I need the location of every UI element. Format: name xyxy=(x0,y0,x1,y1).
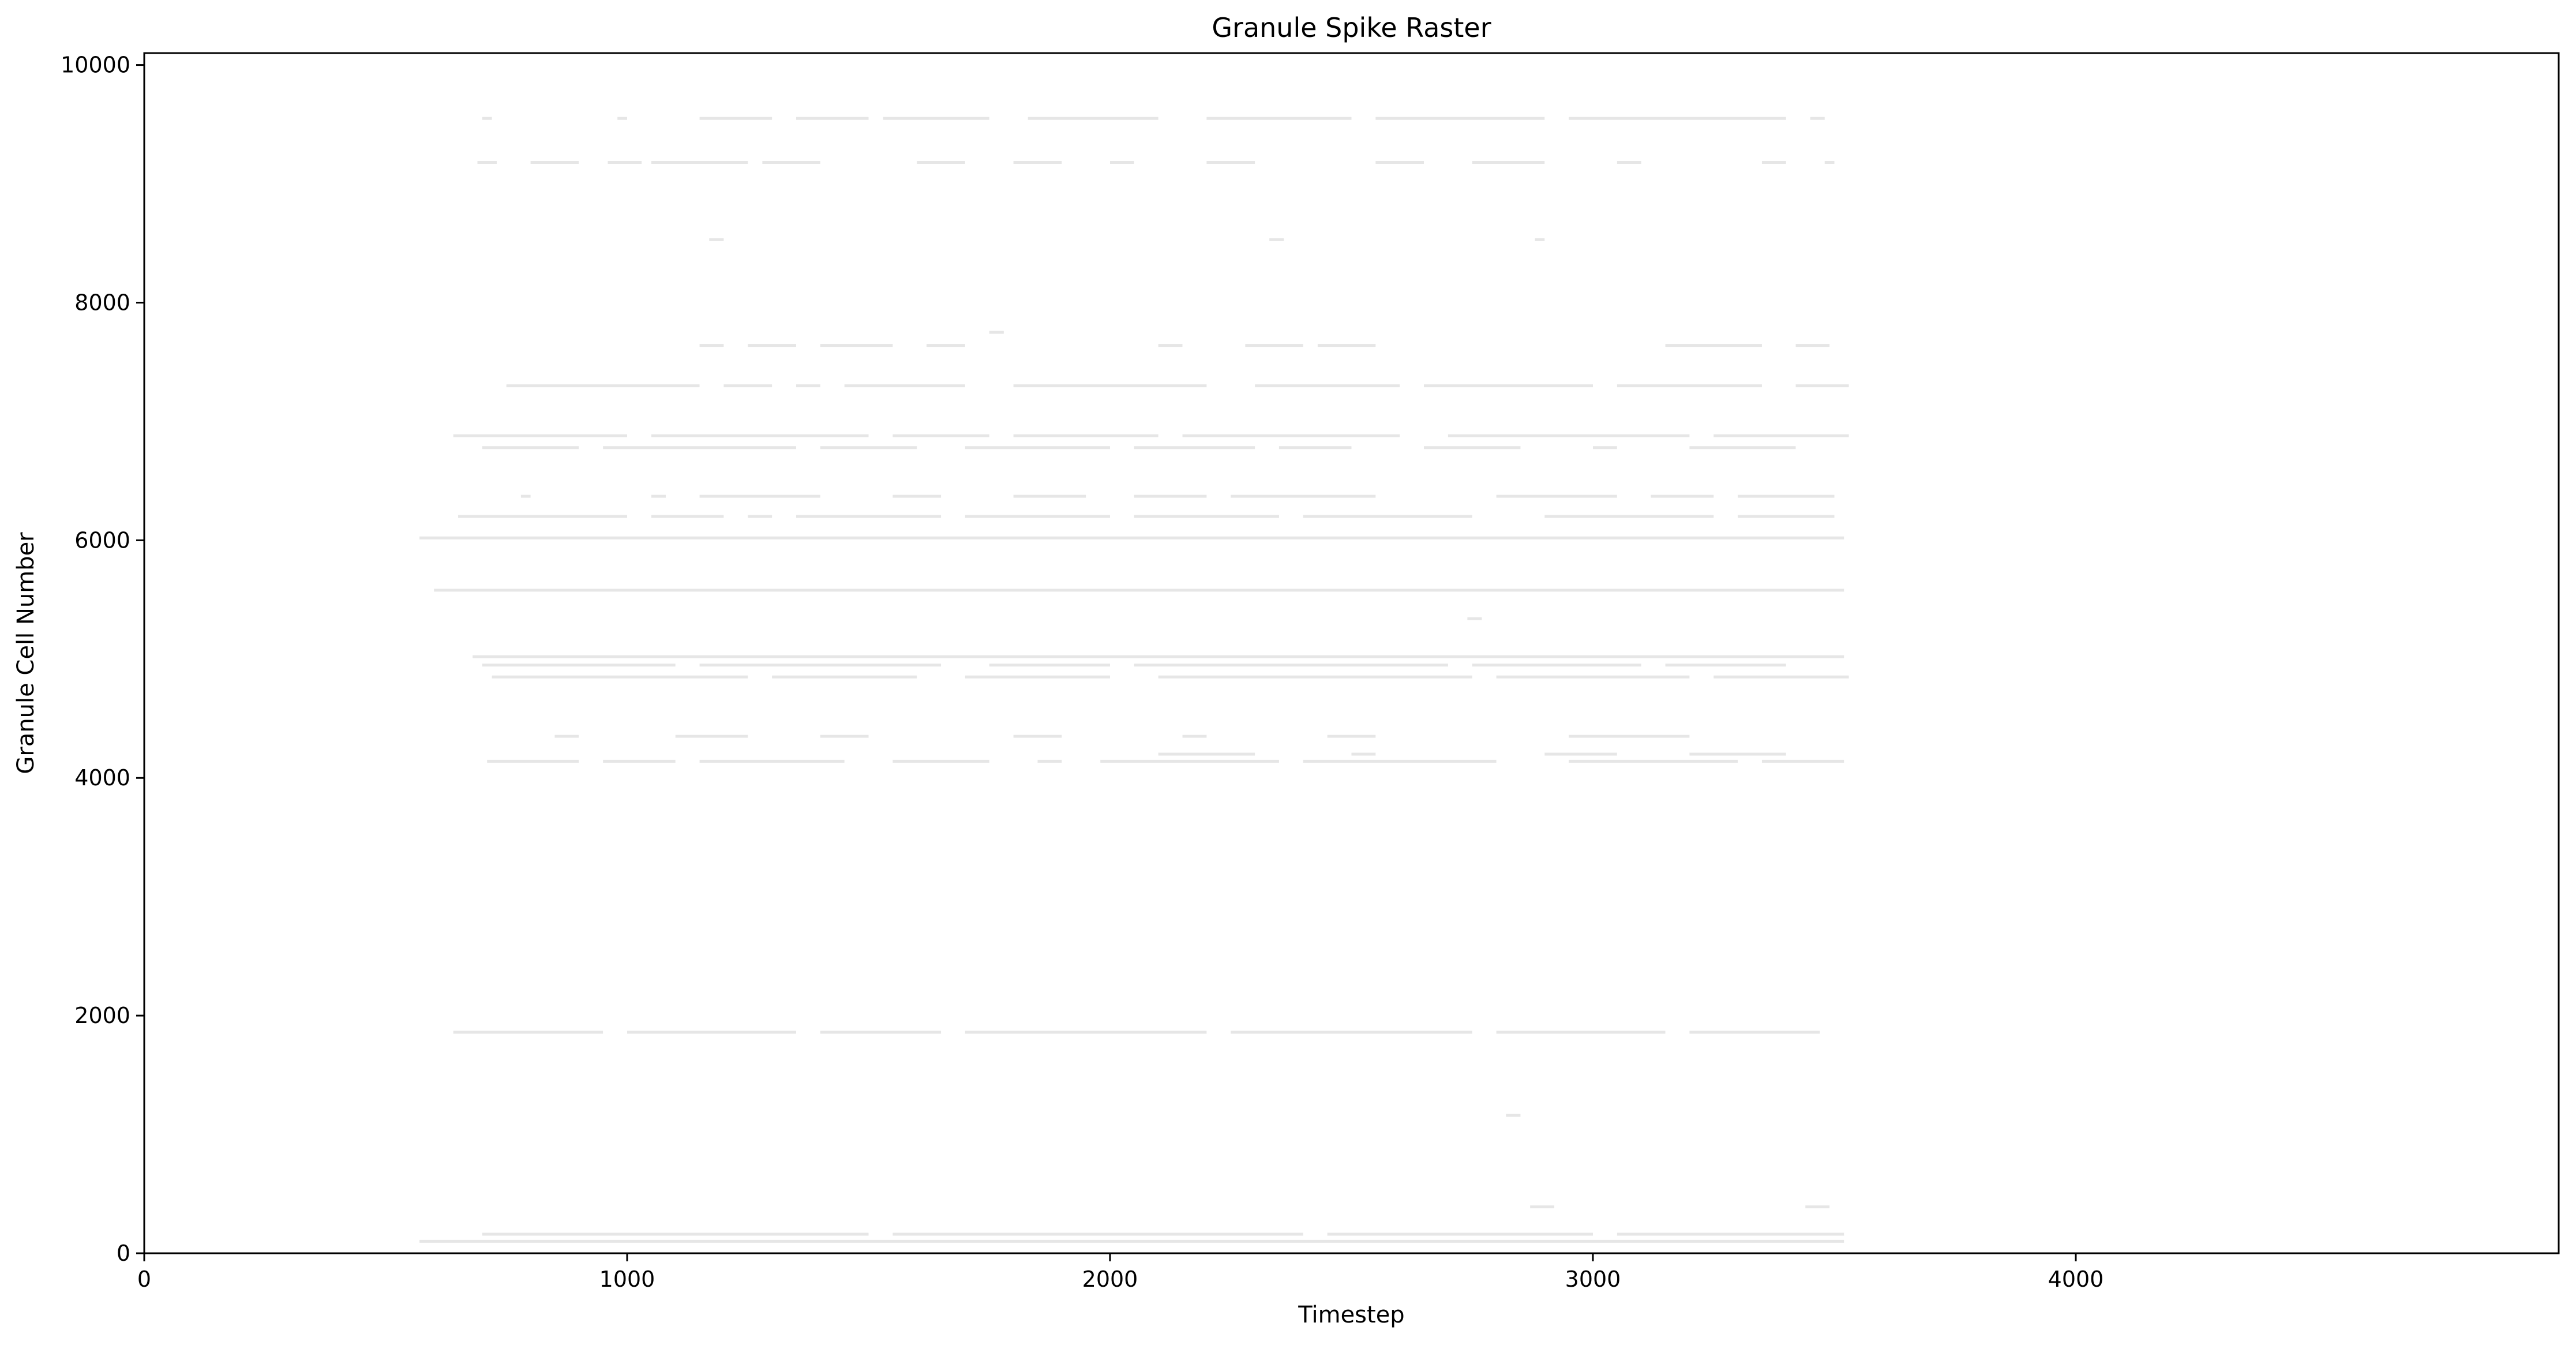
chart-title: Granule Spike Raster xyxy=(1212,12,1491,43)
x-tick-label: 0 xyxy=(137,1267,151,1292)
y-tick-label: 4000 xyxy=(74,765,130,790)
plot-area xyxy=(143,52,2560,1254)
x-tick-label: 4000 xyxy=(2048,1267,2104,1292)
y-tick-label: 0 xyxy=(117,1241,130,1266)
raster-layer xyxy=(419,117,1849,1243)
y-tick-label: 6000 xyxy=(74,527,130,553)
y-axis: 0 2000 4000 6000 8000 10000 xyxy=(61,53,144,1266)
y-tick-label: 8000 xyxy=(74,290,130,315)
y-tick-label: 2000 xyxy=(74,1003,130,1028)
x-axis: 0 1000 2000 3000 4000 xyxy=(137,1253,2103,1292)
x-axis-label: Timestep xyxy=(1298,1302,1404,1328)
axes-frame xyxy=(143,52,2560,1254)
x-tick-label: 1000 xyxy=(599,1267,655,1292)
y-tick-label: 10000 xyxy=(61,53,130,78)
x-tick-label: 3000 xyxy=(1565,1267,1621,1292)
x-tick-label: 2000 xyxy=(1082,1267,1138,1292)
plot-background xyxy=(144,53,2559,1253)
y-axis-label: Granule Cell Number xyxy=(13,532,39,774)
